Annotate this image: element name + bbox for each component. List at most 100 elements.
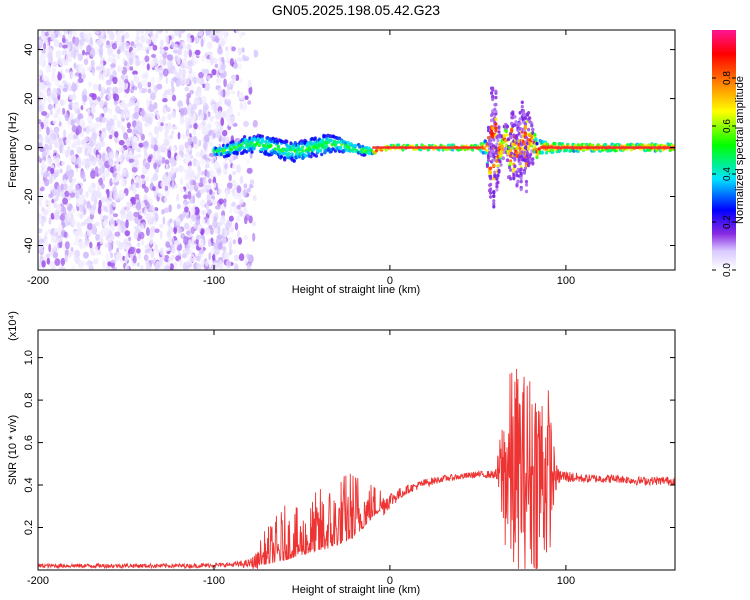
noise-blob <box>124 264 130 270</box>
noise-blob <box>120 209 126 216</box>
noise-blob <box>220 216 226 225</box>
noise-blob <box>176 203 181 210</box>
signal-blob <box>492 190 496 195</box>
noise-blob <box>99 99 105 109</box>
signal-blob <box>496 163 500 168</box>
noise-blob <box>75 221 82 227</box>
noise-blob <box>150 91 157 96</box>
noise-blob <box>92 83 99 91</box>
noise-blob <box>79 213 83 220</box>
noise-blob <box>65 138 71 146</box>
noise-blob <box>189 84 195 91</box>
y-tick-label: 0.8 <box>23 392 35 407</box>
noise-blob <box>150 225 156 232</box>
noise-blob <box>209 141 214 147</box>
noise-blob <box>187 137 192 145</box>
noise-blob <box>99 237 104 245</box>
signal-blob <box>513 157 517 161</box>
noise-blob <box>164 131 168 139</box>
noise-blob <box>184 116 189 126</box>
noise-blob <box>152 186 156 192</box>
signal-blob <box>516 179 520 184</box>
noise-blob <box>170 82 174 88</box>
noise-blob <box>242 189 247 198</box>
noise-blob <box>243 235 248 240</box>
signal-blob <box>531 162 535 166</box>
signal-blob <box>499 163 503 167</box>
noise-blob <box>195 192 201 198</box>
noise-blob <box>213 216 218 223</box>
noise-blob <box>139 30 145 35</box>
noise-blob <box>132 137 138 143</box>
noise-blob <box>190 242 196 249</box>
noise-blob <box>158 124 164 132</box>
noise-blob <box>64 241 70 250</box>
noise-blob <box>98 83 102 92</box>
noise-blob <box>58 42 63 48</box>
signal-blob <box>489 174 493 179</box>
noise-blob <box>192 256 197 264</box>
noise-blob <box>201 218 206 225</box>
noise-blob <box>134 105 140 114</box>
noise-blob <box>95 66 100 71</box>
signal-blob <box>535 141 539 146</box>
noise-blob <box>183 49 188 59</box>
noise-blob <box>171 238 175 244</box>
noise-blob <box>150 143 154 149</box>
noise-blob <box>75 191 80 200</box>
noise-blob <box>236 205 241 210</box>
noise-blob <box>151 157 156 162</box>
noise-blob <box>89 49 96 58</box>
signal-blob <box>304 154 308 158</box>
noise-blob <box>212 57 218 64</box>
snr-plot-area <box>38 368 675 570</box>
signal-blob <box>494 117 498 122</box>
noise-blob <box>66 145 71 155</box>
noise-blob <box>87 107 91 116</box>
signal-blob <box>301 149 305 153</box>
signal-blob <box>509 168 513 172</box>
noise-blob <box>79 31 85 39</box>
noise-blob <box>146 63 150 71</box>
noise-blob <box>80 221 86 227</box>
noise-blob <box>48 193 54 198</box>
noise-blob <box>204 125 209 134</box>
noise-blob <box>207 75 211 81</box>
noise-blob <box>224 99 228 105</box>
noise-blob <box>109 206 113 215</box>
signal-blob <box>296 145 300 149</box>
signal-blob <box>230 147 234 151</box>
signal-blob <box>289 141 293 145</box>
noise-blob <box>199 188 205 194</box>
noise-blob <box>223 166 228 176</box>
noise-blob <box>185 261 191 267</box>
noise-blob <box>200 199 206 208</box>
noise-blob <box>153 162 158 170</box>
noise-blob <box>52 119 57 125</box>
signal-blob <box>287 151 291 156</box>
noise-blob <box>116 157 123 163</box>
noise-blob <box>67 45 71 51</box>
noise-blob <box>180 30 186 34</box>
noise-blob <box>120 224 127 233</box>
noise-blob <box>133 211 140 218</box>
colorbar-tick-label: 0.4 <box>722 167 733 181</box>
signal-blob <box>338 136 342 141</box>
noise-blob <box>50 167 55 175</box>
noise-blob <box>108 158 114 166</box>
noise-blob <box>63 30 68 35</box>
signal-blob <box>490 91 494 95</box>
noise-blob <box>132 70 138 76</box>
noise-blob <box>141 108 145 118</box>
noise-blob <box>65 68 70 73</box>
noise-blob <box>172 49 179 54</box>
signal-blob <box>515 134 519 138</box>
noise-blob <box>205 204 209 212</box>
noise-blob <box>171 180 175 190</box>
noise-blob <box>84 136 89 142</box>
noise-blob <box>149 30 153 37</box>
signal-blob <box>551 148 555 152</box>
noise-blob <box>144 176 150 182</box>
noise-blob <box>156 111 160 120</box>
noise-blob <box>209 54 213 60</box>
